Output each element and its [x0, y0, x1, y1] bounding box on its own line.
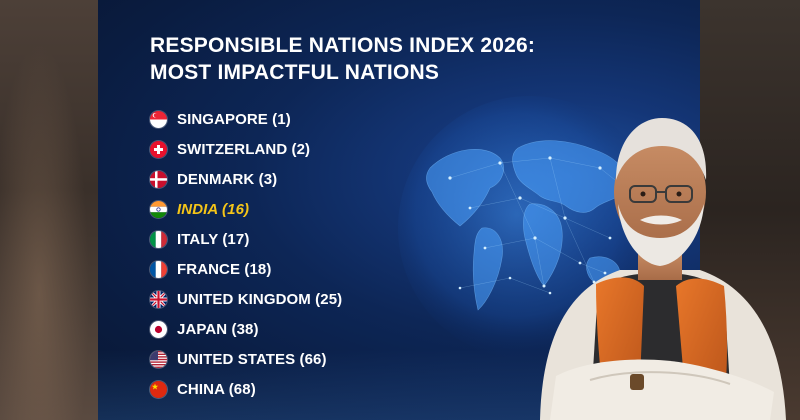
country-label: UNITED STATES (66) [177, 350, 327, 368]
list-item: CHINA (68) [150, 374, 342, 404]
list-item: UNITED STATES (66) [150, 344, 342, 374]
country-label: ITALY (17) [177, 230, 250, 248]
uk-flag-icon [150, 290, 167, 308]
country-label: JAPAN (38) [177, 320, 259, 338]
title-line-1: RESPONSIBLE NATIONS INDEX 2026: [150, 34, 536, 57]
list-item: UNITED KINGDOM (25) [150, 284, 342, 314]
portrait-photo [540, 118, 786, 420]
denmark-flag-icon [150, 170, 167, 188]
country-label: FRANCE (18) [177, 260, 272, 278]
china-flag-icon [150, 380, 167, 398]
background-photo-left [0, 0, 98, 420]
list-item: JAPAN (38) [150, 314, 342, 344]
country-label: SWITZERLAND (2) [177, 140, 311, 158]
page-title: RESPONSIBLE NATIONS INDEX 2026: MOST IMP… [150, 32, 535, 86]
list-item: ITALY (17) [150, 224, 342, 254]
switzerland-flag-icon [150, 140, 167, 158]
india-flag-icon [150, 200, 167, 218]
list-item: SWITZERLAND (2) [150, 134, 342, 164]
list-item: INDIA (16) [150, 194, 342, 224]
france-flag-icon [150, 260, 167, 278]
list-item: SINGAPORE (1) [150, 104, 342, 134]
country-label: SINGAPORE (1) [177, 110, 291, 128]
country-label: UNITED KINGDOM (25) [177, 290, 343, 308]
title-line-2: MOST IMPACTFUL NATIONS [150, 61, 440, 84]
country-label-highlighted: INDIA (16) [177, 200, 250, 218]
country-label: CHINA (68) [177, 380, 256, 398]
list-item: DENMARK (3) [150, 164, 342, 194]
rankings-list: SINGAPORE (1) SWITZERLAND (2) DENMARK (3… [150, 104, 342, 404]
italy-flag-icon [150, 230, 167, 248]
list-item: FRANCE (18) [150, 254, 342, 284]
singapore-flag-icon [150, 110, 167, 128]
usa-flag-icon [150, 350, 167, 368]
japan-flag-icon [150, 320, 167, 338]
infographic-card: RESPONSIBLE NATIONS INDEX 2026: MOST IMP… [98, 0, 700, 420]
country-label: DENMARK (3) [177, 170, 278, 188]
